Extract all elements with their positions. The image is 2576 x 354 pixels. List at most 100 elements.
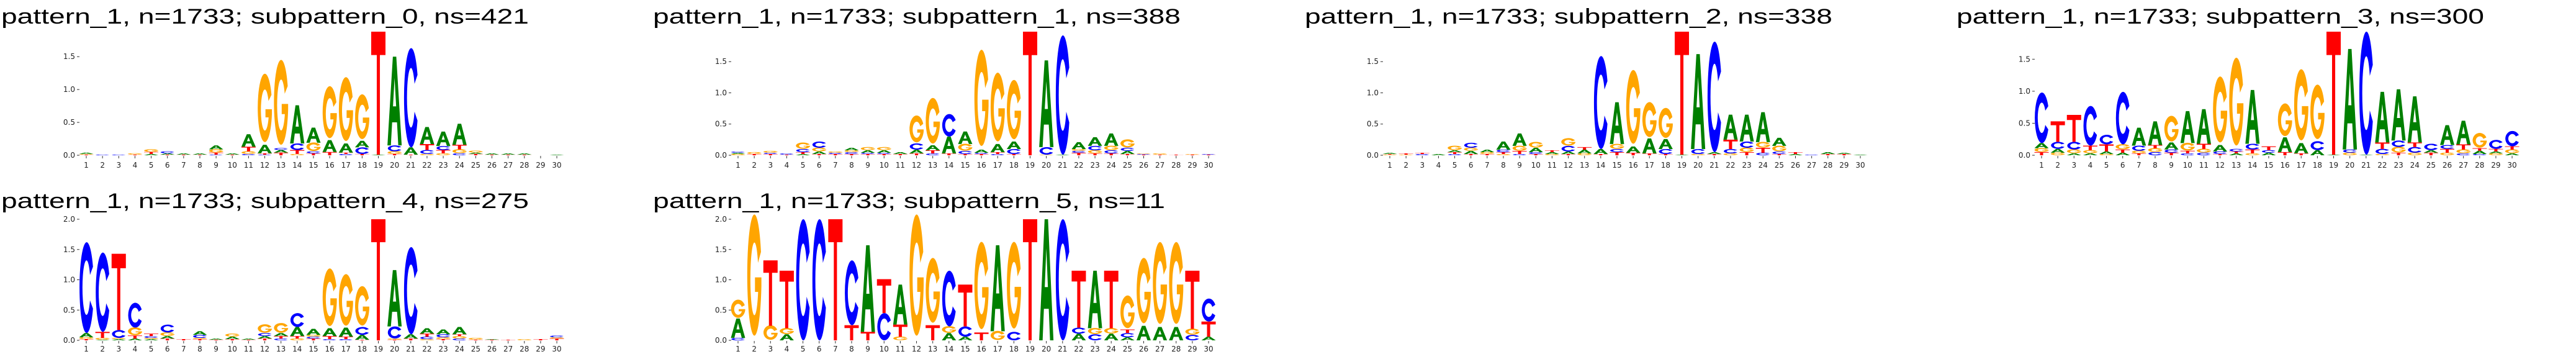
logo-letter-T <box>1544 150 1559 152</box>
logo-letter-T <box>2050 121 2065 142</box>
x-tick-label: 10 <box>228 345 237 353</box>
x-tick-label: 22 <box>422 345 431 353</box>
logo-letter-G <box>79 337 94 339</box>
logo-letter-A <box>258 145 272 153</box>
logo-letter-C <box>2083 106 2097 146</box>
logo-letter-G <box>387 338 402 340</box>
logo-letter-A <box>2180 111 2195 143</box>
x-tick-label: 9 <box>1517 161 1522 170</box>
logo-letter-T <box>371 32 386 155</box>
logo-letter-C <box>193 335 207 338</box>
logo-letter-G <box>1626 70 1641 144</box>
logo-letter-A <box>338 143 353 153</box>
x-tick-label: 2 <box>1403 161 1408 170</box>
x-tick-label: 6 <box>165 161 170 170</box>
y-tick-label: 1.5 <box>715 57 727 66</box>
logo-letter-G <box>1137 258 1151 324</box>
logo-letter-A <box>403 334 418 339</box>
x-tick-label: 21 <box>1709 161 1719 170</box>
logo-letter-C <box>420 150 434 154</box>
logo-letter-G <box>893 336 907 340</box>
logo-letter-T <box>2294 153 2308 155</box>
logo-letter-A <box>387 57 402 146</box>
logo-letter-G <box>1088 328 1102 334</box>
x-tick-label: 21 <box>1058 161 1067 170</box>
logo-letter-T <box>2115 149 2130 153</box>
logo-letter-C <box>958 326 972 337</box>
y-tick-label: 1.5 <box>715 245 727 254</box>
logo-chart: pattern_1, n=1733; subpattern_0, ns=421 0… <box>1 5 564 170</box>
logo-letter-G <box>844 150 859 152</box>
logo-letter-T <box>290 336 305 339</box>
logo-letter-T <box>549 338 564 340</box>
y-tick-label: 0.5 <box>1367 120 1379 129</box>
logo-letter-A <box>160 336 175 339</box>
logo-letter-C <box>2392 140 2405 147</box>
x-tick-label: 16 <box>325 161 334 170</box>
logo-letter-G <box>1577 153 1592 155</box>
logo-letter-C <box>1072 327 1086 334</box>
chart-title: pattern_1, n=1733; subpattern_2, ns=338 <box>1305 5 1832 29</box>
logo-letter-T <box>1593 153 1608 155</box>
logo-letter-A <box>209 338 223 340</box>
x-tick-label: 9 <box>2169 161 2174 170</box>
logo-letter-C <box>128 302 142 328</box>
logo-letter-A <box>1169 327 1184 340</box>
logo-letter-C <box>812 141 826 148</box>
logo-letter-G <box>258 73 272 142</box>
x-tick-label: 29 <box>1839 161 1849 170</box>
logo-letter-T <box>893 153 907 155</box>
logo-letter-T <box>338 337 353 340</box>
logo-letter-T <box>2456 144 2471 150</box>
logo-letter-G <box>387 151 402 154</box>
logo-letter-G <box>1772 145 1786 152</box>
logo-letter-G <box>2034 148 2049 152</box>
logo-letter-T <box>79 339 94 340</box>
logo-letter-G <box>2245 153 2260 155</box>
logo-letter-A <box>1707 152 1722 154</box>
logo-letter-A <box>2099 151 2114 154</box>
logo-letter-A <box>258 336 272 339</box>
logo-letter-C <box>420 337 434 340</box>
logo-letter-G <box>2083 150 2097 153</box>
logo-letter-T <box>1658 153 1673 155</box>
logo-letter-C <box>861 152 875 154</box>
logo-letter-G <box>469 150 483 153</box>
logo-letter-C <box>975 152 988 154</box>
logo-letter-T <box>893 324 907 337</box>
y-tick-label: 0.0 <box>63 151 75 160</box>
x-tick-label: 7 <box>181 161 186 170</box>
logo-letter-G <box>2050 152 2065 155</box>
x-tick-label: 23 <box>1090 161 1099 170</box>
logo-letter-A <box>1088 137 1102 146</box>
logo-letter-G <box>2066 149 2081 153</box>
x-tick-label: 14 <box>1596 161 1605 170</box>
y-tick-label: 0.5 <box>715 120 727 129</box>
logo-panel-subpattern-5: pattern_1, n=1733; subpattern_5, ns=11 0.… <box>652 177 1272 354</box>
logo-letter-A <box>958 131 973 144</box>
logo-letter-C <box>1513 153 1526 155</box>
logo-letter-T <box>144 152 159 154</box>
y-tick-label: 0.5 <box>63 306 75 314</box>
x-tick-label: 18 <box>358 345 367 353</box>
logo-panel-subpattern-1: pattern_1, n=1733; subpattern_1, ns=388 0… <box>652 0 1272 177</box>
logo-letter-A <box>192 153 207 155</box>
x-tick-label: 19 <box>374 345 383 353</box>
logo-letter-G <box>731 153 745 155</box>
x-tick-label: 25 <box>1123 345 1132 353</box>
logo-letter-C <box>403 48 418 148</box>
logo-letter-C <box>355 147 369 154</box>
logo-letter-T <box>371 219 386 340</box>
logo-letter-C <box>1039 147 1053 155</box>
logo-letter-A <box>844 147 859 150</box>
logo-letter-T <box>2245 149 2260 153</box>
x-tick-label: 19 <box>1025 345 1035 353</box>
logo-letter-T <box>925 150 940 153</box>
logo-letter-A <box>2423 150 2438 153</box>
x-tick-label: 28 <box>1171 345 1181 353</box>
x-tick-label: 30 <box>2507 161 2516 170</box>
logo-letter-C <box>1561 145 1575 152</box>
logo-letter-C <box>1772 151 1786 154</box>
logo-letter-G <box>876 147 891 150</box>
logo-letter-G <box>2277 103 2292 137</box>
